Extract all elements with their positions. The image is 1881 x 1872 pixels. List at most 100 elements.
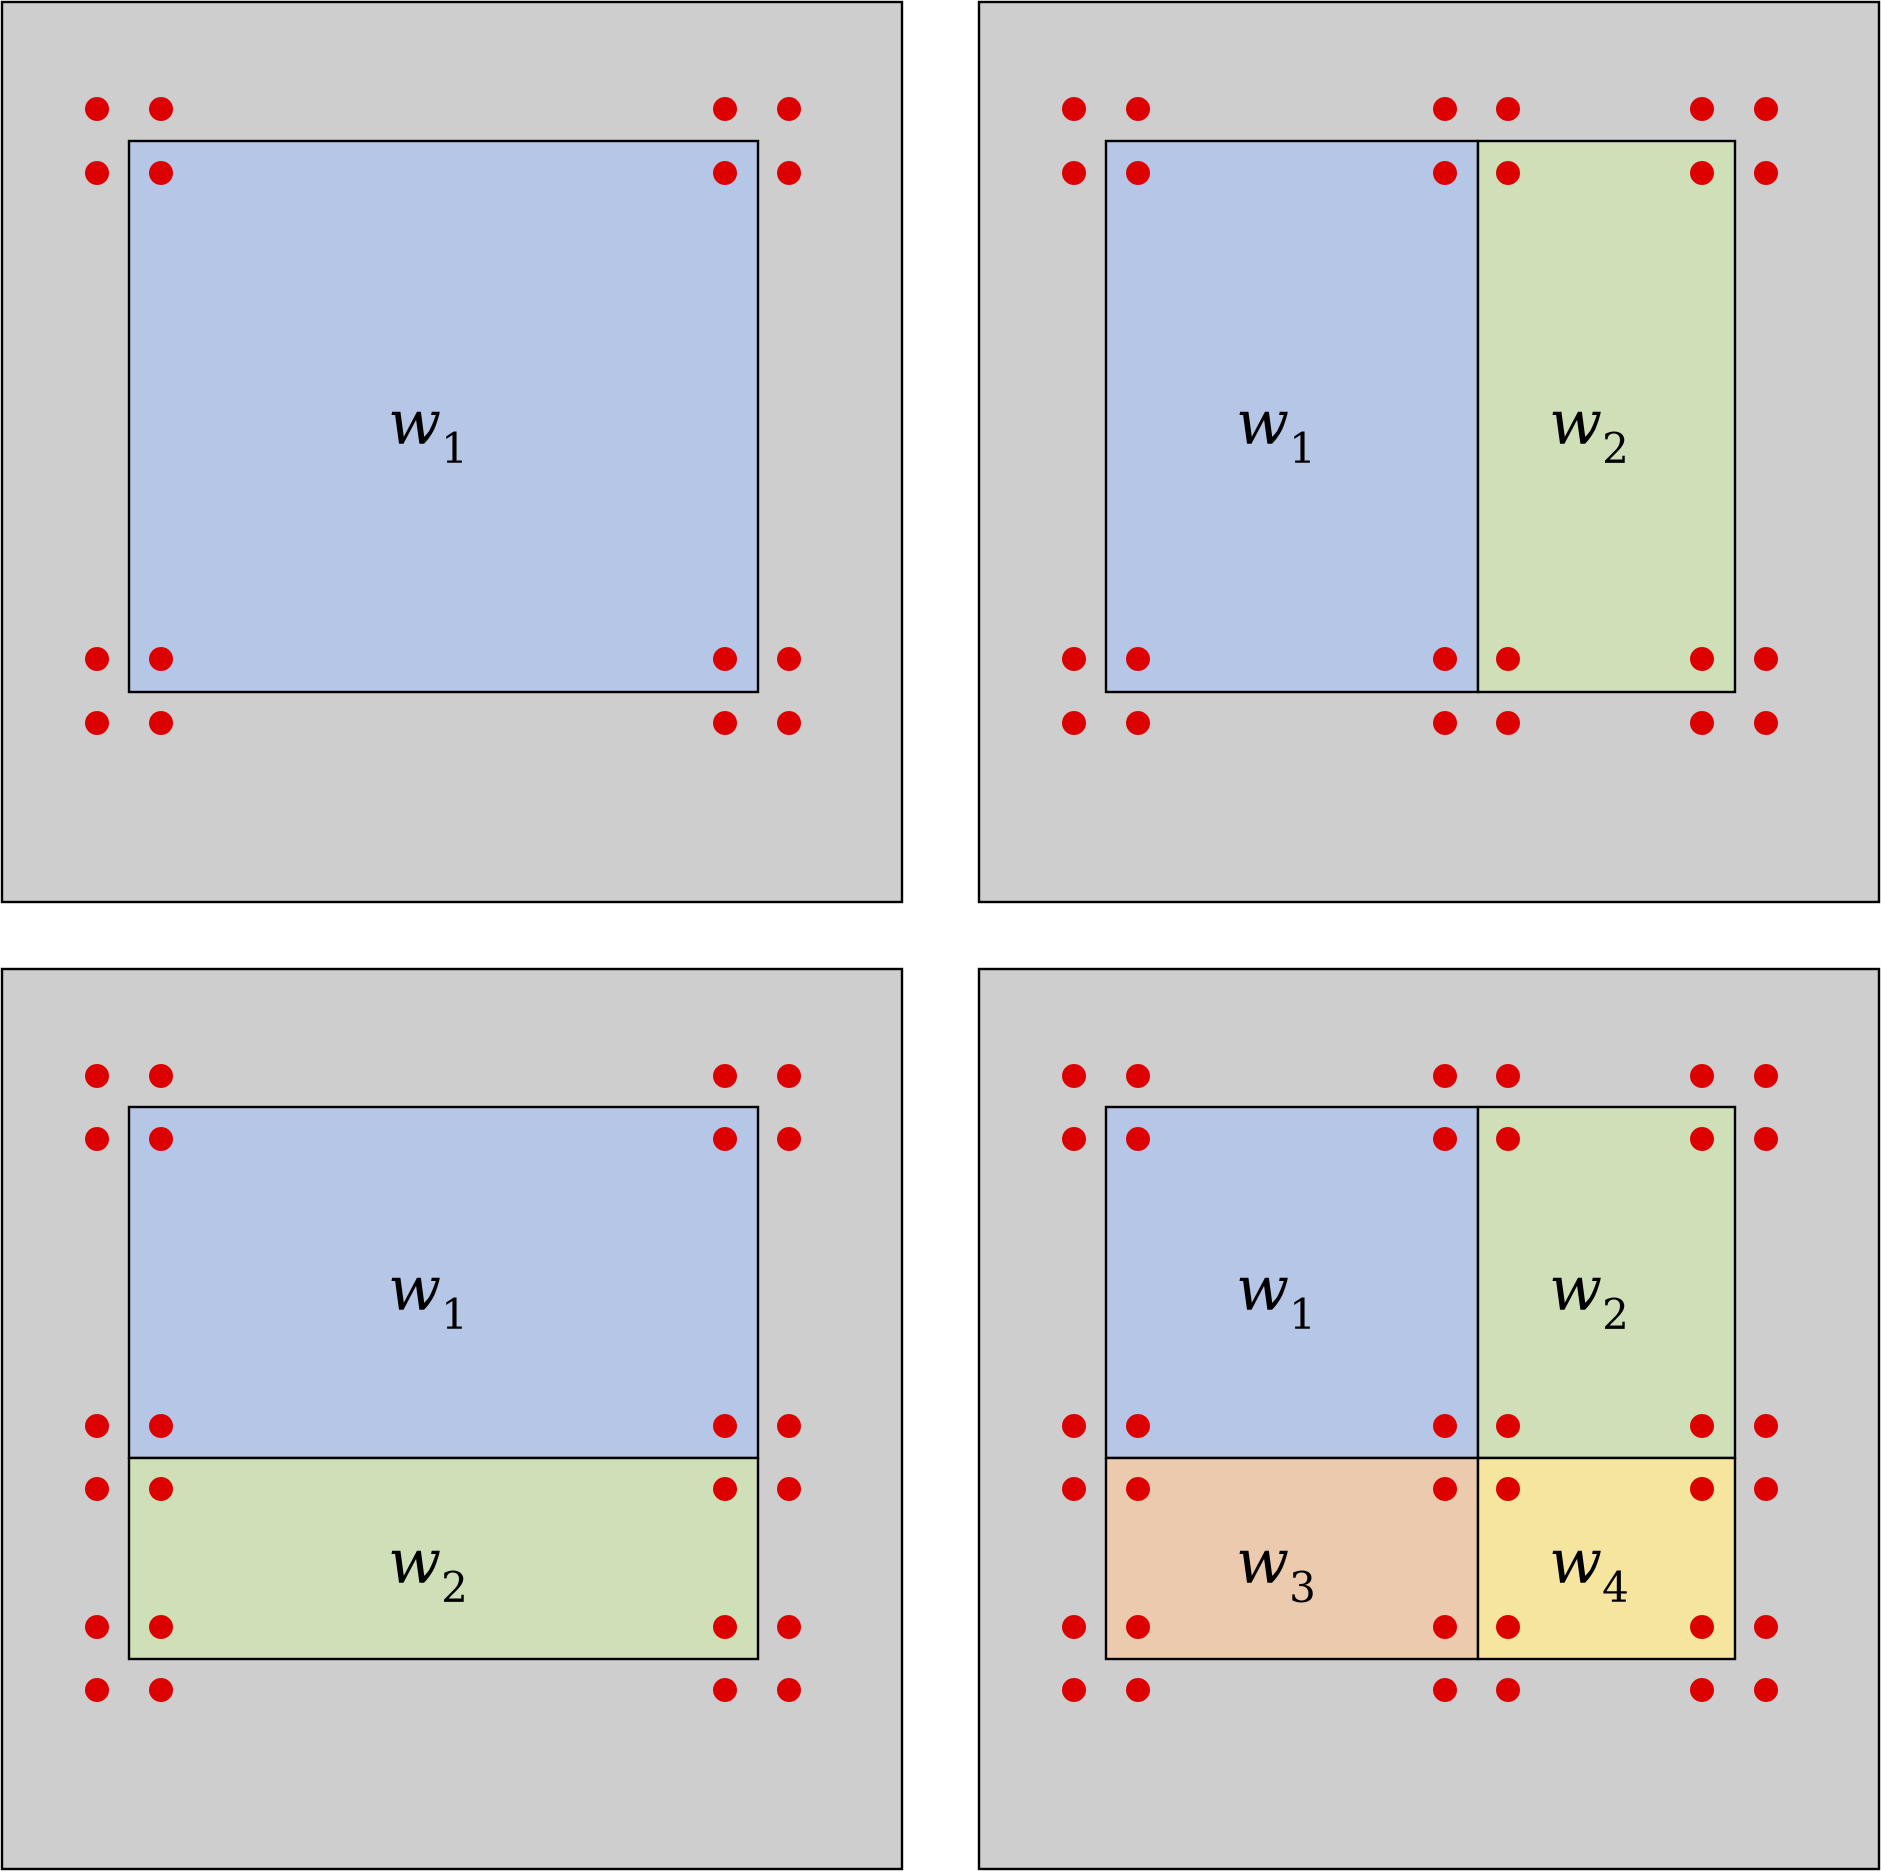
region-w1 — [127, 1105, 760, 1460]
region-label-w3: w3 — [1236, 1525, 1316, 1612]
grid-dot — [1496, 1678, 1520, 1702]
grid-dot — [1754, 1414, 1778, 1438]
region-w2 — [1476, 1105, 1737, 1460]
grid-dot — [1433, 1414, 1457, 1438]
grid-dot — [85, 1414, 109, 1438]
grid-dot — [1126, 711, 1150, 735]
panel-2: w1 w2 — [977, 0, 1881, 904]
grid-dot — [1496, 711, 1520, 735]
panel-1: w1 — [0, 0, 904, 904]
grid-dot — [1062, 1064, 1086, 1088]
grid-dot — [1062, 1615, 1086, 1639]
grid-dot — [1496, 1064, 1520, 1088]
grid-dot — [777, 97, 801, 121]
grid-dot — [1496, 1477, 1520, 1501]
grid-dot — [1754, 711, 1778, 735]
grid-dot — [713, 97, 737, 121]
grid-dot — [713, 161, 737, 185]
grid-dot — [85, 647, 109, 671]
grid-dot — [777, 1678, 801, 1702]
grid-dot — [149, 1127, 173, 1151]
grid-dot — [1433, 1678, 1457, 1702]
grid-dot — [149, 1615, 173, 1639]
grid-dot — [1433, 1127, 1457, 1151]
region-label-w2: w2 — [1549, 386, 1629, 473]
grid-dot — [1754, 97, 1778, 121]
grid-dot — [1062, 647, 1086, 671]
grid-dot — [85, 97, 109, 121]
grid-dot — [1126, 1615, 1150, 1639]
panel-4: w1 w2 w3 w4 — [977, 967, 1881, 1871]
grid-dot — [1754, 647, 1778, 671]
grid-dot — [149, 1414, 173, 1438]
grid-dot — [1690, 97, 1714, 121]
region-label-w2: w2 — [388, 1525, 468, 1612]
grid-dot — [1690, 1615, 1714, 1639]
grid-dot — [777, 711, 801, 735]
grid-dot — [1062, 1477, 1086, 1501]
grid-dot — [149, 1678, 173, 1702]
grid-dot — [1062, 711, 1086, 735]
grid-dot — [1433, 647, 1457, 671]
grid-dot — [1062, 1678, 1086, 1702]
grid-dot — [1690, 161, 1714, 185]
grid-dot — [777, 1414, 801, 1438]
region-label-w2: w2 — [1549, 1252, 1629, 1339]
region-label-w1: w1 — [388, 1252, 468, 1339]
region-w3 — [1104, 1456, 1480, 1661]
grid-dot — [1126, 647, 1150, 671]
grid-dot — [713, 1127, 737, 1151]
grid-dot — [1690, 647, 1714, 671]
grid-dot — [777, 1615, 801, 1639]
grid-dot — [1690, 1477, 1714, 1501]
grid-dot — [777, 161, 801, 185]
grid-dot — [1496, 1127, 1520, 1151]
grid-dot — [1126, 161, 1150, 185]
grid-dot — [149, 1477, 173, 1501]
grid-dot — [713, 1414, 737, 1438]
grid-dot — [1690, 711, 1714, 735]
grid-dot — [149, 647, 173, 671]
grid-dot — [777, 1477, 801, 1501]
region-w1 — [1104, 139, 1480, 694]
grid-dot — [1690, 1127, 1714, 1151]
grid-dot — [149, 161, 173, 185]
grid-dots — [1062, 1064, 1778, 1702]
grid-dot — [1062, 97, 1086, 121]
region-w1 — [1104, 1105, 1480, 1460]
region-w2 — [1476, 139, 1737, 694]
grid-dot — [149, 711, 173, 735]
grid-dot — [1754, 1064, 1778, 1088]
grid-dot — [85, 161, 109, 185]
grid-dot — [1754, 1477, 1778, 1501]
grid-dot — [149, 1064, 173, 1088]
grid-dot — [1690, 1064, 1714, 1088]
grid-dot — [1126, 1477, 1150, 1501]
grid-dot — [85, 1477, 109, 1501]
grid-dot — [85, 1064, 109, 1088]
region-label-w1: w1 — [1236, 1252, 1316, 1339]
grid-dot — [1496, 1615, 1520, 1639]
grid-dot — [713, 1615, 737, 1639]
grid-dot — [1496, 1414, 1520, 1438]
grid-dot — [777, 647, 801, 671]
grid-dot — [1126, 97, 1150, 121]
grid-dots — [85, 1064, 801, 1702]
grid-dot — [1126, 1064, 1150, 1088]
grid-dot — [1062, 161, 1086, 185]
grid-dot — [1126, 1414, 1150, 1438]
grid-dot — [1433, 161, 1457, 185]
grid-dot — [1062, 1414, 1086, 1438]
grid-dot — [1433, 711, 1457, 735]
grid-dot — [1433, 97, 1457, 121]
grid-dots — [85, 97, 801, 735]
region-label-w1: w1 — [388, 386, 468, 473]
grid-dot — [1754, 1678, 1778, 1702]
grid-dot — [149, 97, 173, 121]
grid-dot — [713, 647, 737, 671]
grid-dot — [1126, 1127, 1150, 1151]
grid-dot — [713, 1477, 737, 1501]
grid-dot — [1062, 1127, 1086, 1151]
grid-dot — [1496, 161, 1520, 185]
grid-dot — [1433, 1615, 1457, 1639]
